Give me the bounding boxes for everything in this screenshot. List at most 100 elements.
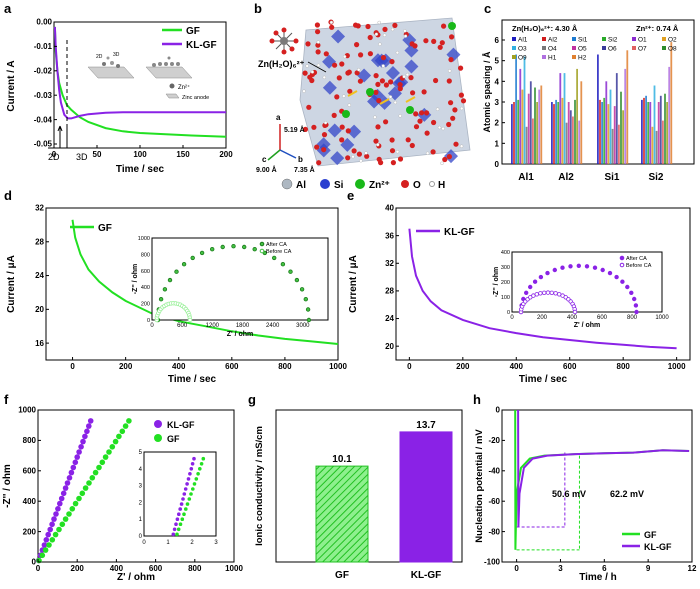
o-atom	[431, 119, 437, 126]
h-atom	[316, 40, 320, 44]
o-atom	[339, 124, 345, 130]
inset-point-After-CA	[568, 264, 573, 269]
panel-c-ytick-label: 0	[495, 160, 500, 169]
o-atom	[458, 92, 464, 98]
inset-point-After-CA	[576, 263, 581, 268]
legend-gf-h: GF	[644, 530, 657, 540]
inset-ytick: 5	[139, 450, 143, 456]
h-atom	[403, 29, 407, 33]
o-atom	[367, 51, 373, 57]
h-atom	[448, 69, 452, 73]
h-atom	[377, 20, 381, 25]
panel-c-ytick-label: 1	[495, 139, 500, 148]
legend-gf: GF	[186, 26, 200, 37]
panel-a-ytick-label: 0.00	[36, 18, 52, 27]
panel-f-ytick-label: 200	[23, 527, 37, 536]
series-GF-point	[116, 433, 122, 440]
o-atom	[336, 75, 342, 81]
inset-KL-GF-point	[181, 497, 185, 501]
series-KL-GF-point	[80, 438, 86, 445]
h-atom	[310, 70, 315, 74]
o-atom	[383, 119, 389, 125]
inset-point-After-CA	[634, 309, 639, 315]
panel-g-chart: 10.1 GF 13.7 KL-GF Ionic conductivity / mS/…	[254, 409, 463, 581]
lattice-axes	[267, 124, 297, 161]
o-atom	[311, 124, 317, 130]
bar-Si1	[555, 99, 557, 164]
series-GF-point	[86, 480, 92, 486]
zinc-anode-icon	[165, 93, 180, 99]
legend-H1: H1	[548, 55, 557, 62]
inset-xtick: 600	[177, 323, 188, 329]
series-KL-GF-point	[78, 444, 84, 450]
bar-O3	[653, 85, 656, 164]
panel-h-ytick-label: -60	[488, 497, 500, 506]
inset-ytick: 3	[139, 484, 143, 490]
o-atom	[453, 141, 459, 147]
panel-e-ytick-label: 40	[385, 204, 394, 213]
panel-f-xtick-label: 200	[71, 564, 85, 573]
bar-O1	[605, 81, 608, 164]
inset-xtick: 600	[597, 315, 608, 321]
legend-Al1: Al1	[518, 37, 528, 44]
legend-marker-O6	[602, 46, 606, 50]
series-KL-GF-point	[55, 506, 61, 512]
inset-point-After-CA	[607, 270, 613, 276]
inset-point-Before-CA	[187, 317, 193, 323]
inset-ytick: 1	[139, 517, 143, 523]
legend-marker-gf-f	[154, 434, 162, 442]
h-atom	[395, 149, 400, 154]
o-atom	[347, 88, 353, 94]
o-atom	[314, 144, 320, 150]
panel-a-arrow-head-1	[57, 125, 61, 132]
o-atom	[392, 22, 398, 28]
o-atom	[314, 22, 320, 28]
si-tetrahedron	[367, 94, 382, 109]
legend-zinc-anode: Zinc anode	[182, 95, 209, 101]
o-atom	[410, 90, 416, 96]
o-atom	[354, 42, 360, 48]
panel-d-ytick-label: 16	[35, 339, 44, 348]
o-atom	[373, 138, 379, 144]
o-atom	[379, 78, 385, 84]
series-KL-GF-point	[82, 433, 88, 440]
h-atom	[373, 115, 377, 119]
series-KL-GF-point	[43, 537, 50, 543]
inset-point-After-CA	[220, 244, 225, 250]
o-atom	[380, 55, 387, 61]
legend-klgf-h: KL-GF	[644, 542, 672, 552]
o-atom	[458, 65, 464, 71]
inset-legend-after: After CA	[266, 242, 287, 248]
bar-O3	[563, 73, 566, 164]
bar-O6	[659, 95, 662, 164]
inset-KL-GF-point	[190, 462, 195, 466]
panel-f-xtick-label: 600	[149, 564, 163, 573]
panel-c-header-zn: Zn²⁺: 0.74 Å	[636, 24, 679, 33]
h-atom	[347, 103, 351, 107]
o-atom	[315, 49, 321, 55]
axis-b-length: 7.35 Å	[294, 165, 315, 174]
panel-c-ytick-label: 4	[495, 77, 500, 86]
panel-d-xtick-label: 800	[278, 362, 292, 371]
inset-legend-before: Before CA	[266, 249, 292, 255]
inset-xtick: 200	[537, 315, 548, 321]
series-KL-GF-point	[74, 454, 80, 460]
panel-c-ylabel: Atomic spacing / Å	[482, 51, 492, 133]
o-atom	[397, 82, 403, 88]
inset-GF-point	[194, 477, 199, 481]
panel-a-3d-label: 3D	[76, 152, 88, 162]
inset-point-Before-CA	[572, 309, 578, 315]
panel-h-ytick-label: -20	[488, 436, 500, 445]
axis-c-label: c	[262, 155, 267, 164]
panel-a-xtick-label: 200	[219, 150, 233, 159]
inset-KL-GF-point	[172, 527, 177, 532]
o-atom	[449, 34, 455, 40]
panel-d-xtick-label: 0	[70, 362, 75, 371]
panel-e-xtick-label: 800	[617, 362, 631, 371]
inset-GF-point	[180, 517, 185, 521]
series-GF-point	[102, 454, 109, 460]
o-atom	[321, 132, 328, 138]
si-tetrahedron	[340, 137, 355, 152]
h-atom	[390, 27, 395, 32]
